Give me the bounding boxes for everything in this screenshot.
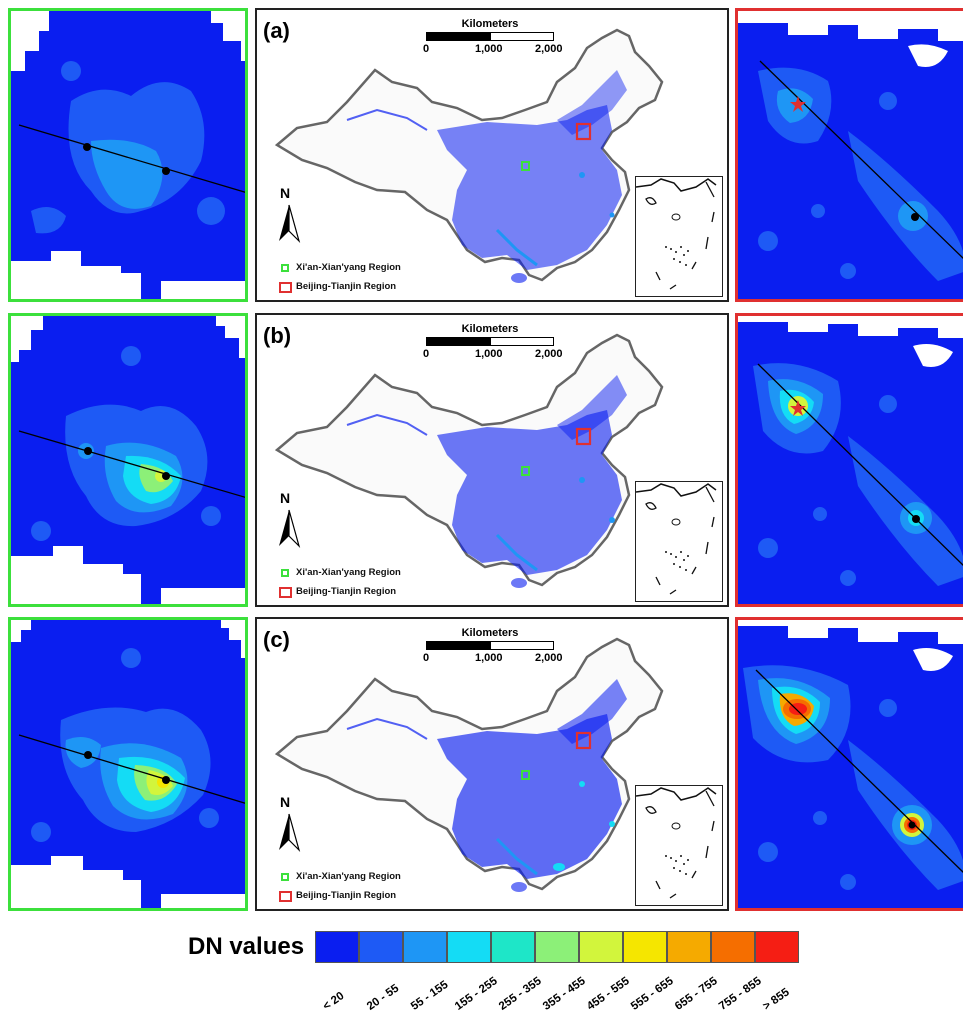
legend-xian-label: Xi'an-Xian'yang Region	[296, 262, 401, 273]
panel-label-a: (a)	[263, 18, 290, 43]
legend-swatch	[403, 931, 447, 963]
legend-swatch	[315, 931, 359, 963]
scale-bar-title: Kilometers	[461, 323, 519, 335]
legend-title: DN values	[188, 933, 305, 960]
scale-tick-2000: 2,000	[535, 43, 563, 55]
north-arrow-icon	[279, 813, 301, 853]
row-a: (a) Kilometers 0 1,000 2,000 N	[0, 8, 963, 302]
row-c: (c) Kilometers 0 1,000 2,000 N	[0, 617, 963, 911]
green-square-icon	[281, 264, 289, 272]
green-square-icon	[281, 873, 289, 881]
scale-bar-a: Kilometers 0 1,000 2,000	[423, 18, 563, 58]
scale-bar-b: Kilometers 0 1,000 2,000	[423, 323, 563, 363]
legend-swatch	[359, 931, 403, 963]
north-arrow-icon	[279, 509, 301, 549]
legend-swatch	[491, 931, 535, 963]
north-arrow-b: N	[277, 490, 301, 552]
scale-tick-0: 0	[423, 43, 430, 55]
scale-bar-c: Kilometers 0 1,000 2,000	[423, 627, 563, 667]
legend-swatch-label: > 855	[761, 986, 792, 1013]
xian-nightlight-map-c	[11, 620, 245, 908]
south-china-sea-inset-a	[635, 176, 723, 297]
scale-bar-segment	[490, 32, 554, 41]
beijing-zoom-panel-b	[735, 313, 963, 607]
beijing-zoom-panel-a	[735, 8, 963, 302]
north-arrow-icon	[279, 204, 301, 244]
legend-xian-label: Xi'an-Xian'yang Region	[296, 871, 401, 882]
north-letter: N	[280, 185, 291, 201]
china-outline-map-b	[274, 333, 664, 588]
legend-swatch-label: 355 - 455	[541, 975, 588, 1013]
inset-islands-map	[636, 178, 717, 290]
scale-bar-title: Kilometers	[461, 627, 519, 639]
south-china-sea-inset-b	[635, 481, 723, 602]
scale-bar-segment	[426, 641, 490, 650]
inset-islands-map	[636, 483, 717, 595]
legend-beijing-label: Beijing-Tianjin Region	[296, 586, 397, 597]
south-china-sea-inset-c	[635, 785, 723, 906]
north-letter: N	[280, 794, 291, 810]
green-square-icon	[281, 569, 289, 577]
legend-swatch	[579, 931, 623, 963]
china-map-panel-a: (a) Kilometers 0 1,000 2,000 N	[255, 8, 729, 302]
panel-label-b: (b)	[263, 323, 292, 348]
scale-bar-title: Kilometers	[461, 18, 519, 30]
scale-tick-1000: 1,000	[475, 652, 503, 664]
dn-values-legend: DN values < 20 20 - 55 55 - 155 155 - 255 25…	[0, 925, 963, 1019]
legend-swatch	[755, 931, 799, 963]
xian-zoom-panel-b	[8, 313, 248, 607]
scale-tick-2000: 2,000	[535, 348, 563, 360]
beijing-zoom-panel-c	[735, 617, 963, 911]
legend-xian-label: Xi'an-Xian'yang Region	[296, 567, 401, 578]
china-map-panel-c: (c) Kilometers 0 1,000 2,000 N	[255, 617, 729, 911]
legend-swatch-label: 555 - 655	[629, 975, 676, 1013]
scale-tick-2000: 2,000	[535, 652, 563, 664]
beijing-nightlight-map-a	[738, 11, 963, 299]
row-b: (b) Kilometers 0 1,000 2,000 N	[0, 313, 963, 607]
panel-label-c: (c)	[263, 627, 290, 652]
scale-bar-segment	[490, 337, 554, 346]
legend-swatch-label: 655 - 755	[673, 975, 720, 1013]
china-map-panel-b: (b) Kilometers 0 1,000 2,000 N	[255, 313, 729, 607]
scale-bar-segment	[490, 641, 554, 650]
china-outline-map-c	[274, 637, 664, 892]
north-letter: N	[280, 490, 291, 506]
red-square-icon	[279, 282, 292, 293]
red-square-icon	[279, 587, 292, 598]
legend-swatch-label: 155 - 255	[453, 975, 500, 1013]
xian-zoom-panel-c	[8, 617, 248, 911]
inset-islands-map	[636, 787, 717, 899]
china-outline-map-a	[274, 28, 664, 283]
legend-swatch	[623, 931, 667, 963]
legend-swatch-label: 55 - 155	[409, 978, 451, 1013]
north-arrow-a: N	[277, 185, 301, 247]
scale-tick-1000: 1,000	[475, 43, 503, 55]
beijing-nightlight-map-c	[738, 620, 963, 908]
legend-beijing-label: Beijing-Tianjin Region	[296, 890, 397, 901]
legend-swatch-label: 20 - 55	[365, 982, 402, 1013]
scale-tick-1000: 1,000	[475, 348, 503, 360]
legend-swatch-label: < 20	[321, 989, 347, 1013]
legend-swatch-label: 455 - 555	[585, 975, 632, 1013]
legend-swatch	[447, 931, 491, 963]
legend-swatch	[711, 931, 755, 963]
xian-nightlight-map-b	[11, 316, 245, 604]
scale-tick-0: 0	[423, 652, 430, 664]
scale-tick-0: 0	[423, 348, 430, 360]
legend-swatch	[535, 931, 579, 963]
beijing-nightlight-map-b	[738, 316, 963, 604]
xian-zoom-panel-a	[8, 8, 248, 302]
legend-swatch	[667, 931, 711, 963]
red-square-icon	[279, 891, 292, 902]
xian-nightlight-map-a	[11, 11, 245, 299]
scale-bar-segment	[426, 32, 490, 41]
legend-swatch-label: 755 - 855	[717, 975, 764, 1013]
scale-bar-segment	[426, 337, 490, 346]
legend-beijing-label: Beijing-Tianjin Region	[296, 281, 397, 292]
north-arrow-c: N	[277, 794, 301, 856]
legend-swatch-label: 255 - 355	[497, 975, 544, 1013]
